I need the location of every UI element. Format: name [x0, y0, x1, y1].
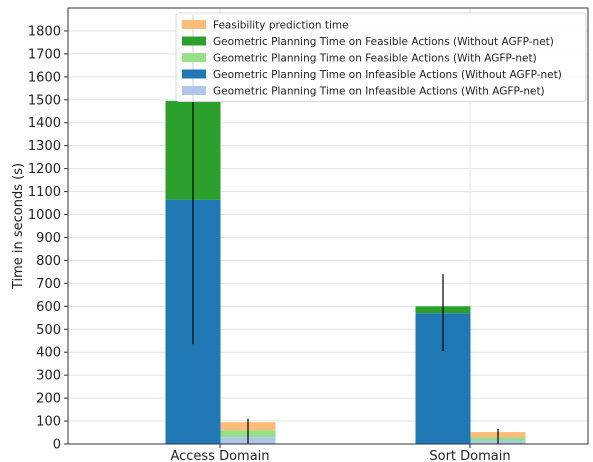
plot-frame	[67, 7, 589, 445]
y-axis-title: Time in seconds (s)	[11, 163, 26, 290]
y-tick-label: 100	[36, 415, 61, 430]
y-tick-label: 500	[36, 323, 61, 338]
y-tick-label: 1500	[28, 93, 61, 108]
y-tick-label: 600	[36, 300, 61, 315]
legend-swatch	[182, 36, 206, 46]
x-axis-ticks: Access Domain Sort Domain	[170, 444, 511, 462]
y-tick-label: 700	[36, 277, 61, 292]
legend-swatch	[182, 53, 206, 62]
y-tick-label: 1400	[28, 116, 61, 131]
y-tick-label: 0	[53, 438, 61, 453]
legend-swatch	[182, 69, 206, 79]
y-tick-label: 300	[36, 369, 61, 384]
y-tick-label: 900	[36, 231, 61, 246]
legend-label: Geometric Planning Time on Infeasible Ac…	[213, 69, 562, 81]
y-tick-label: 800	[36, 254, 61, 269]
legend-swatch	[182, 86, 206, 95]
legend-label: Geometric Planning Time on Feasible Acti…	[213, 53, 537, 65]
x-tick-label: Sort Domain	[429, 449, 510, 462]
y-tick-label: 1100	[28, 185, 61, 200]
legend-label: Feasibility prediction time	[213, 20, 349, 32]
y-tick-label: 1600	[28, 70, 61, 85]
legend-box	[175, 12, 587, 102]
y-tick-label: 1300	[28, 139, 61, 154]
legend-swatch	[182, 20, 206, 29]
y-tick-label: 1000	[28, 208, 61, 223]
legend: Feasibility prediction time Geometric Pla…	[175, 12, 587, 102]
legend-label: Geometric Planning Time on Infeasible Ac…	[213, 86, 545, 98]
y-tick-label: 200	[36, 392, 61, 407]
y-axis-ticks: 0 100 200 300 400 500 600 700 800 900 1000 1100 1200…	[28, 24, 68, 453]
legend-label: Geometric Planning Time on Feasible Acti…	[213, 36, 554, 48]
y-tick-label: 1700	[28, 47, 61, 62]
y-tick-label: 400	[36, 346, 61, 361]
y-tick-label: 1800	[28, 24, 61, 39]
x-tick-label: Access Domain	[170, 449, 269, 462]
y-tick-label: 1200	[28, 162, 61, 177]
